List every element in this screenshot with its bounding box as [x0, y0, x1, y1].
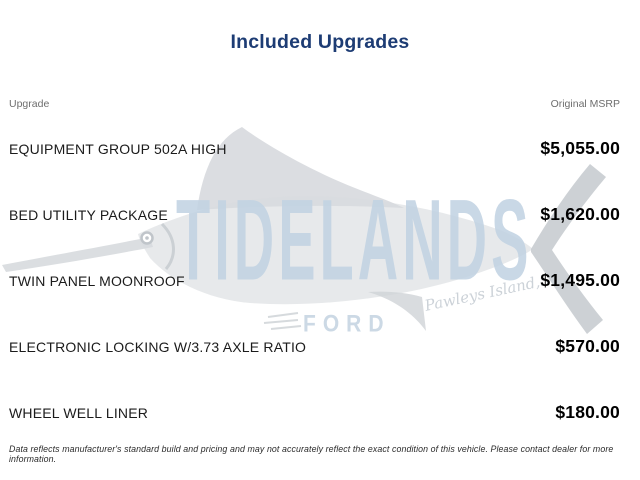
upgrade-name: EQUIPMENT GROUP 502A HIGH [9, 141, 227, 157]
column-header-msrp: Original MSRP [550, 98, 620, 110]
table-row: WHEEL WELL LINER $180.00 [9, 402, 620, 428]
upgrade-msrp: $570.00 [555, 336, 620, 356]
upgrade-name: TWIN PANEL MOONROOF [9, 273, 185, 289]
table-row: BED UTILITY PACKAGE $1,620.00 [9, 204, 620, 230]
table-row: ELECTRONIC LOCKING W/3.73 AXLE RATIO $57… [9, 336, 620, 362]
upgrade-msrp: $180.00 [555, 402, 620, 422]
table-row: TWIN PANEL MOONROOF $1,495.00 [9, 270, 620, 296]
upgrade-name: WHEEL WELL LINER [9, 405, 149, 421]
upgrade-msrp: $1,495.00 [540, 270, 620, 290]
upgrade-msrp: $5,055.00 [540, 138, 620, 158]
upgrade-name: BED UTILITY PACKAGE [9, 207, 168, 223]
table-header: Upgrade Original MSRP [9, 98, 620, 110]
table-row: EQUIPMENT GROUP 502A HIGH $5,055.00 [9, 138, 620, 164]
upgrade-msrp: $1,620.00 [540, 204, 620, 224]
upgrade-name: ELECTRONIC LOCKING W/3.73 AXLE RATIO [9, 339, 307, 355]
page-title: Included Upgrades [230, 31, 410, 53]
disclaimer-text: Data reflects manufacturer's standard bu… [9, 444, 614, 464]
column-header-upgrade: Upgrade [9, 98, 50, 110]
